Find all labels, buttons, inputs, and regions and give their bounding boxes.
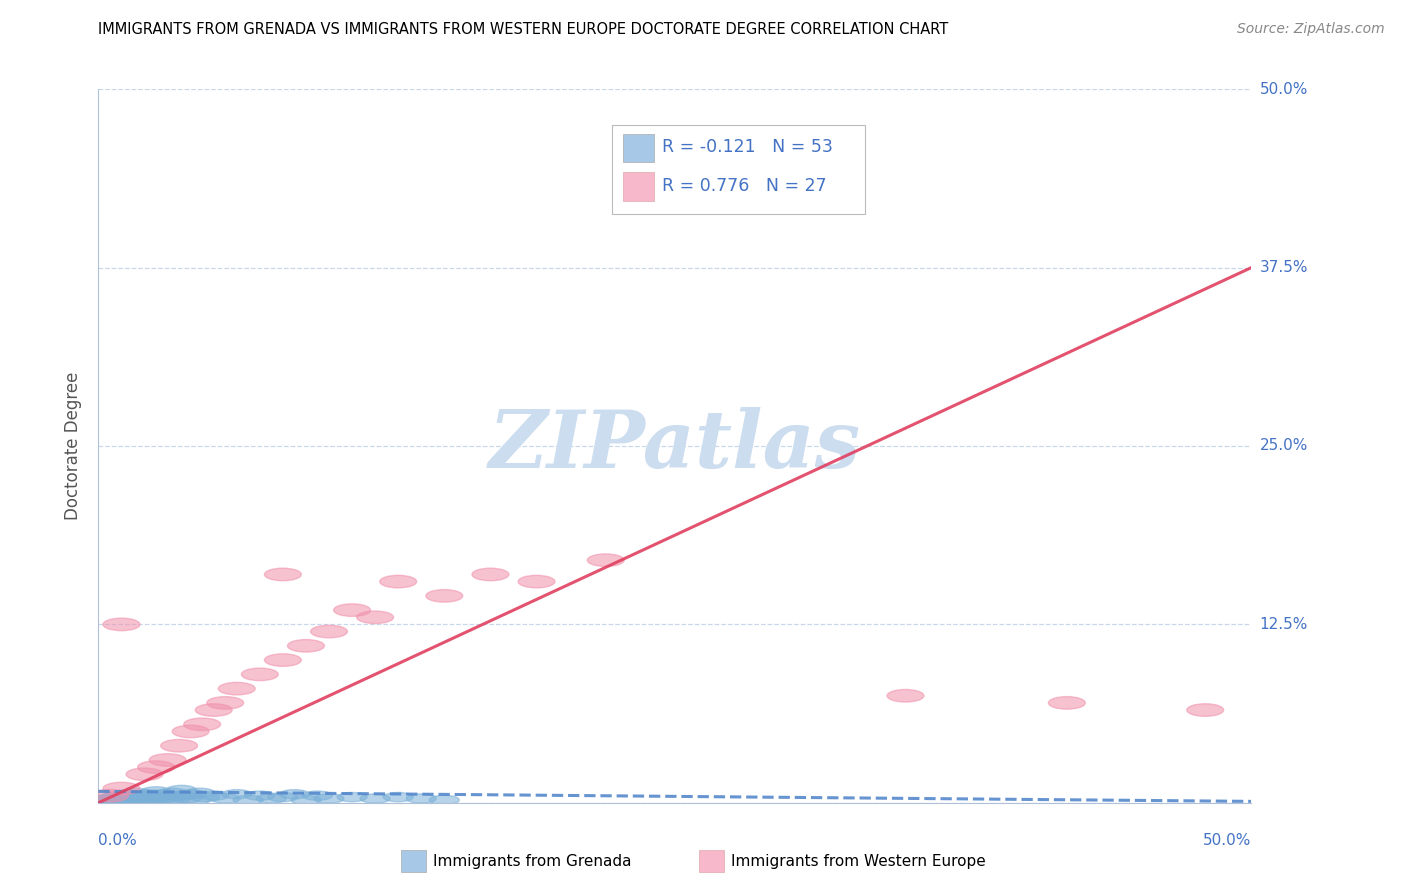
Ellipse shape	[111, 789, 141, 799]
Text: Immigrants from Grenada: Immigrants from Grenada	[433, 855, 631, 869]
Ellipse shape	[97, 798, 128, 807]
Ellipse shape	[242, 668, 278, 681]
Ellipse shape	[129, 796, 159, 805]
Ellipse shape	[337, 792, 367, 802]
Ellipse shape	[517, 575, 555, 588]
Ellipse shape	[91, 789, 128, 802]
Ellipse shape	[153, 797, 183, 806]
Ellipse shape	[172, 725, 209, 738]
Ellipse shape	[115, 796, 146, 805]
Text: Source: ZipAtlas.com: Source: ZipAtlas.com	[1237, 22, 1385, 37]
Ellipse shape	[180, 796, 211, 805]
Ellipse shape	[157, 789, 187, 797]
Ellipse shape	[190, 792, 219, 802]
Ellipse shape	[129, 794, 159, 803]
Ellipse shape	[211, 794, 240, 803]
Ellipse shape	[166, 785, 197, 795]
Ellipse shape	[588, 554, 624, 566]
Ellipse shape	[141, 787, 172, 796]
Ellipse shape	[472, 568, 509, 581]
Text: R = 0.776   N = 27: R = 0.776 N = 27	[662, 177, 827, 194]
Ellipse shape	[111, 794, 141, 803]
Ellipse shape	[1187, 704, 1223, 716]
Ellipse shape	[138, 761, 174, 773]
Ellipse shape	[122, 797, 153, 806]
Text: IMMIGRANTS FROM GRENADA VS IMMIGRANTS FROM WESTERN EUROPE DOCTORATE DEGREE CORRE: IMMIGRANTS FROM GRENADA VS IMMIGRANTS FR…	[98, 22, 949, 37]
Ellipse shape	[218, 682, 256, 695]
Ellipse shape	[100, 792, 129, 802]
Ellipse shape	[380, 575, 416, 588]
Ellipse shape	[287, 640, 325, 652]
Ellipse shape	[195, 704, 232, 716]
Ellipse shape	[103, 782, 141, 795]
Ellipse shape	[160, 739, 198, 752]
Ellipse shape	[333, 604, 371, 616]
Ellipse shape	[141, 792, 172, 802]
Ellipse shape	[887, 690, 924, 702]
Ellipse shape	[186, 789, 215, 797]
Ellipse shape	[207, 697, 243, 709]
Text: 0.0%: 0.0%	[98, 833, 138, 848]
Ellipse shape	[127, 768, 163, 780]
Ellipse shape	[291, 796, 321, 805]
Ellipse shape	[384, 792, 413, 802]
Ellipse shape	[165, 791, 194, 800]
Ellipse shape	[132, 789, 162, 799]
Ellipse shape	[101, 797, 132, 806]
Ellipse shape	[360, 794, 389, 803]
Ellipse shape	[93, 796, 122, 805]
Ellipse shape	[280, 789, 309, 799]
Ellipse shape	[357, 611, 394, 624]
Y-axis label: Doctorate Degree: Doctorate Degree	[65, 372, 83, 520]
Ellipse shape	[269, 792, 298, 802]
Ellipse shape	[90, 796, 121, 805]
Ellipse shape	[314, 794, 344, 803]
Ellipse shape	[264, 568, 301, 581]
Text: 37.5%: 37.5%	[1260, 260, 1308, 275]
Ellipse shape	[149, 754, 186, 766]
Ellipse shape	[118, 792, 148, 802]
Ellipse shape	[107, 794, 136, 803]
Ellipse shape	[121, 789, 150, 797]
Ellipse shape	[148, 789, 179, 799]
Text: 12.5%: 12.5%	[1260, 617, 1308, 632]
Ellipse shape	[184, 718, 221, 731]
Ellipse shape	[311, 625, 347, 638]
Text: 25.0%: 25.0%	[1260, 439, 1308, 453]
Text: R = -0.121   N = 53: R = -0.121 N = 53	[662, 138, 834, 156]
Ellipse shape	[134, 796, 165, 805]
Ellipse shape	[302, 791, 332, 800]
Text: 50.0%: 50.0%	[1204, 833, 1251, 848]
Ellipse shape	[153, 792, 183, 802]
Ellipse shape	[103, 618, 141, 631]
Ellipse shape	[222, 789, 252, 799]
Ellipse shape	[426, 590, 463, 602]
Ellipse shape	[146, 794, 176, 803]
Ellipse shape	[176, 789, 205, 799]
Text: Immigrants from Western Europe: Immigrants from Western Europe	[731, 855, 986, 869]
Text: 50.0%: 50.0%	[1260, 82, 1308, 96]
Ellipse shape	[233, 796, 263, 805]
Ellipse shape	[159, 796, 190, 805]
Ellipse shape	[101, 796, 132, 805]
Ellipse shape	[198, 791, 229, 800]
Ellipse shape	[1049, 697, 1085, 709]
Ellipse shape	[89, 797, 118, 806]
Ellipse shape	[139, 791, 169, 800]
Text: ZIPatlas: ZIPatlas	[489, 408, 860, 484]
Ellipse shape	[264, 654, 301, 666]
Ellipse shape	[125, 791, 155, 800]
Ellipse shape	[96, 794, 125, 803]
Ellipse shape	[429, 796, 460, 805]
Ellipse shape	[104, 791, 134, 800]
Ellipse shape	[245, 791, 274, 800]
Ellipse shape	[172, 794, 201, 803]
Ellipse shape	[406, 794, 436, 803]
Ellipse shape	[256, 794, 287, 803]
